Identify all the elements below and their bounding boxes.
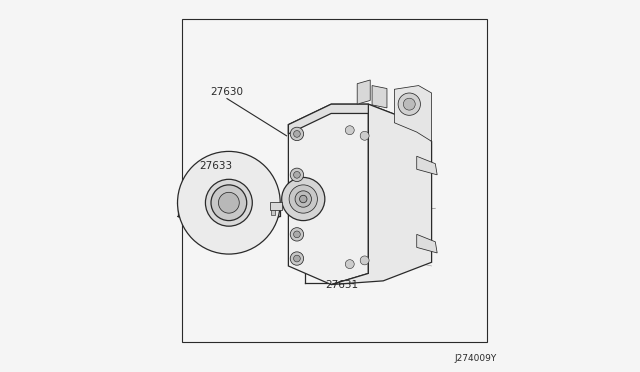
Circle shape bbox=[346, 260, 354, 269]
Circle shape bbox=[346, 126, 354, 135]
Polygon shape bbox=[417, 156, 437, 175]
Circle shape bbox=[398, 93, 420, 115]
Circle shape bbox=[291, 168, 303, 182]
Text: 27633: 27633 bbox=[199, 161, 232, 171]
Polygon shape bbox=[331, 104, 431, 285]
Circle shape bbox=[403, 98, 415, 110]
Circle shape bbox=[211, 185, 246, 221]
Polygon shape bbox=[271, 210, 275, 215]
Circle shape bbox=[295, 191, 312, 207]
Circle shape bbox=[291, 252, 303, 265]
Circle shape bbox=[291, 127, 303, 141]
Circle shape bbox=[289, 185, 317, 213]
Circle shape bbox=[291, 228, 303, 241]
Circle shape bbox=[282, 177, 325, 221]
Circle shape bbox=[300, 195, 307, 203]
Circle shape bbox=[218, 192, 239, 213]
Polygon shape bbox=[372, 86, 387, 108]
Bar bbox=[182, 19, 488, 342]
Polygon shape bbox=[270, 202, 282, 210]
Polygon shape bbox=[357, 80, 370, 104]
Text: 27630: 27630 bbox=[211, 87, 243, 97]
Circle shape bbox=[294, 231, 300, 238]
Circle shape bbox=[177, 151, 280, 254]
Polygon shape bbox=[289, 104, 417, 134]
Circle shape bbox=[360, 256, 369, 265]
Polygon shape bbox=[289, 104, 369, 285]
Circle shape bbox=[294, 255, 300, 262]
Circle shape bbox=[360, 131, 369, 140]
Polygon shape bbox=[417, 234, 437, 253]
Circle shape bbox=[205, 179, 252, 226]
Ellipse shape bbox=[177, 195, 280, 215]
Text: J274009Y: J274009Y bbox=[454, 354, 497, 363]
Text: 27631: 27631 bbox=[326, 280, 358, 290]
Polygon shape bbox=[394, 86, 431, 141]
Circle shape bbox=[294, 131, 300, 137]
Circle shape bbox=[294, 171, 300, 178]
